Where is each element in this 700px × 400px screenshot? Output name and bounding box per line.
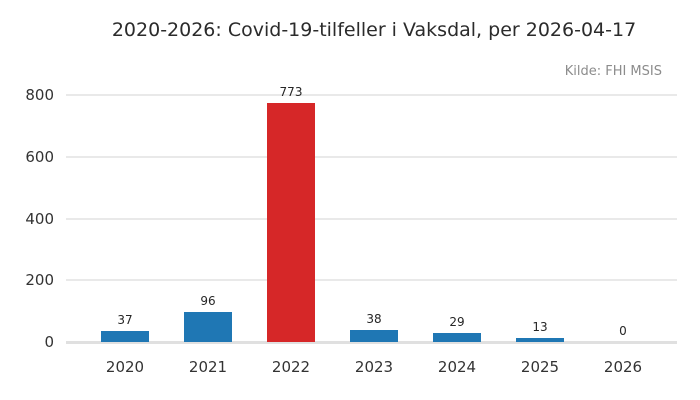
y-tick-label-400: 400 — [25, 209, 54, 228]
x-axis-line — [66, 341, 677, 344]
y-tick-label-600: 600 — [25, 147, 54, 166]
bar-2024 — [433, 333, 481, 342]
bar-value-label-2021: 96 — [200, 294, 216, 309]
bar-2022 — [267, 103, 315, 342]
source-label: Kilde: FHI MSIS — [564, 64, 662, 79]
bar-value-label-2023: 38 — [366, 312, 382, 327]
bar-2020 — [101, 330, 149, 342]
x-tick-label-2026: 2026 — [603, 358, 643, 376]
chart-title: 2020-2026: Covid-19-tilfeller i Vaksdal,… — [111, 19, 637, 41]
gridline-200 — [66, 279, 677, 282]
x-tick-label-2020: 2020 — [105, 358, 145, 376]
bar-2025 — [516, 337, 564, 342]
gridline-800 — [66, 94, 677, 96]
bar-value-label-2025: 13 — [532, 319, 548, 334]
gridline-400 — [66, 217, 677, 220]
y-tick-label-800: 800 — [25, 86, 54, 104]
bar-2021 — [184, 312, 232, 342]
bar-value-label-2022: 773 — [279, 85, 303, 100]
x-tick-label-2023: 2023 — [354, 358, 394, 376]
gridline-600 — [66, 155, 677, 158]
x-tick-label-2025: 2025 — [520, 358, 560, 376]
x-tick-label-2022: 2022 — [271, 358, 311, 376]
bar-value-label-2026: 0 — [619, 324, 627, 338]
x-tick-label-2024: 2024 — [437, 358, 477, 376]
y-tick-label-200: 200 — [25, 271, 54, 290]
x-tick-label-2021: 2021 — [188, 358, 228, 376]
bar-value-label-2020: 37 — [117, 312, 133, 327]
y-tick-label-0: 0 — [44, 333, 54, 351]
bar-2023 — [350, 330, 398, 342]
bar-value-label-2024: 29 — [449, 315, 465, 330]
